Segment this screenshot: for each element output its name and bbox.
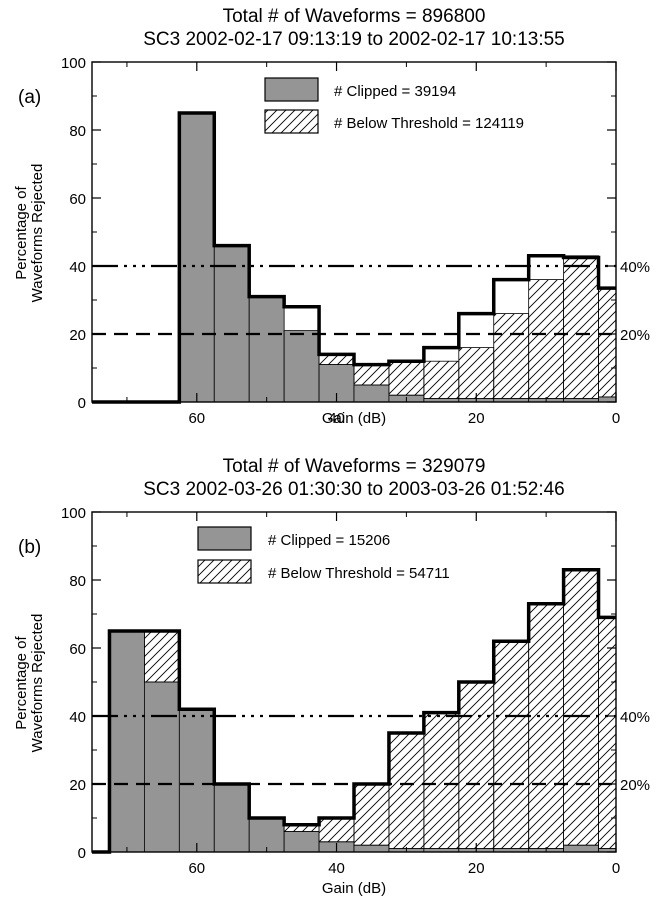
x-tick-label-b-3: 0	[612, 860, 620, 877]
legend-label-threshold-b: # Below Threshold = 54711	[268, 565, 450, 582]
y-tick-label-b-3: 60	[69, 641, 86, 658]
chart-panel-b: Total # of Waveforms = 329079 SC3 2002-0…	[13, 456, 650, 897]
y-tick-label-b-5: 100	[61, 505, 86, 522]
plot-area-b: 40% 20%	[92, 568, 650, 854]
bar-below-threshold-b-8	[388, 732, 425, 849]
axes-b: Percentage of Waveforms Rejected Gain (d…	[13, 505, 620, 897]
bar-below-threshold-a-9	[423, 360, 460, 400]
plot-area-a: 40% 20%	[92, 111, 650, 404]
legend-label-threshold-a: # Below Threshold = 124119	[334, 115, 524, 132]
bar-below-threshold-b-10	[458, 681, 495, 850]
y-tick-label-a-3: 60	[69, 191, 86, 208]
x-tick-label-a-0: 60	[188, 410, 205, 427]
y-tick-label-b-4: 80	[69, 573, 86, 590]
bar-below-threshold-b-7	[353, 783, 390, 846]
bar-below-threshold-a-14	[598, 287, 617, 398]
bar-below-threshold-b-9	[423, 712, 460, 849]
y-tick-label-a-2: 40	[69, 259, 86, 276]
total-step-line-a	[92, 111, 616, 404]
bar-clipped-a-7	[353, 384, 390, 403]
x-axis-label-a: Gain (dB)	[322, 410, 386, 427]
bar-below-threshold-a-8	[388, 360, 425, 396]
y-tick-label-a-5: 100	[61, 55, 86, 72]
x-tick-label-a-1: 40	[328, 410, 345, 427]
y-axis-label-b-line1: Percentage of	[13, 635, 30, 729]
x-axis-label-b: Gain (dB)	[322, 880, 386, 897]
bar-below-threshold-a-13	[563, 255, 599, 400]
bar-clipped-a-3	[213, 245, 250, 403]
bar-clipped-b-4	[248, 817, 285, 853]
bar-clipped-b-0	[109, 630, 145, 853]
bar-below-threshold-a-10	[458, 347, 495, 400]
bar-clipped-a-5	[283, 330, 320, 403]
reference-line-label-20-a: 20%	[620, 327, 650, 344]
panel-label-b: (b)	[18, 537, 41, 558]
y-tick-label-a-0: 0	[78, 395, 86, 412]
axes-a: Percentage of Waveforms Rejected Gain (d…	[13, 55, 620, 427]
bar-clipped-b-13	[563, 844, 599, 853]
legend-swatch-clipped-a	[264, 77, 319, 102]
bar-below-threshold-b-12	[528, 603, 565, 849]
y-tick-label-b-2: 40	[69, 709, 86, 726]
bar-below-threshold-b-1	[143, 630, 180, 683]
x-tick-label-a-2: 20	[468, 410, 485, 427]
x-tick-label-b-1: 40	[328, 860, 345, 877]
y-tick-label-b-0: 0	[78, 845, 86, 862]
total-step-line-b	[92, 568, 616, 854]
bar-below-threshold-b-11	[493, 640, 530, 850]
y-tick-label-a-1: 20	[69, 327, 86, 344]
chart-subtitle-a: SC3 2002-02-17 09:13:19 to 2002-02-17 10…	[143, 29, 565, 50]
y-tick-label-a-4: 80	[69, 123, 86, 140]
reference-line-label-40-b: 40%	[620, 709, 650, 726]
legend-label-clipped-b: # Clipped = 15206	[268, 532, 390, 549]
bar-below-threshold-b-13	[563, 569, 599, 846]
legend-swatch-threshold-a	[264, 109, 319, 134]
bar-below-threshold-b-6	[318, 817, 355, 843]
bar-below-threshold-a-12	[528, 279, 565, 400]
legend-b: # Clipped = 15206 # Below Threshold = 54…	[197, 526, 450, 584]
y-axis-label-a-line2: Waveforms Rejected	[29, 164, 46, 303]
bar-clipped-b-2	[178, 708, 215, 853]
bar-below-threshold-a-7	[353, 364, 390, 386]
chart-title-a: Total # of Waveforms = 896800	[223, 6, 486, 27]
legend-swatch-threshold-b	[197, 559, 252, 584]
x-tick-label-b-2: 20	[468, 860, 485, 877]
bar-below-threshold-a-11	[493, 313, 530, 400]
bar-clipped-b-3	[213, 783, 250, 853]
chart-panel-a: Total # of Waveforms = 896800 SC3 2002-0…	[13, 6, 650, 427]
x-tick-label-a-3: 0	[612, 410, 620, 427]
bar-clipped-b-5	[283, 831, 320, 853]
legend-swatch-clipped-b	[197, 526, 252, 551]
bar-clipped-a-14	[598, 396, 617, 403]
legend-label-clipped-a: # Clipped = 39194	[334, 83, 456, 100]
y-tick-label-b-1: 20	[69, 777, 86, 794]
y-axis-label-b-line2: Waveforms Rejected	[29, 614, 46, 753]
x-tick-label-b-0: 60	[188, 860, 205, 877]
bar-below-threshold-b-14	[598, 617, 617, 850]
chart-subtitle-b: SC3 2002-03-26 01:30:30 to 2003-03-26 01…	[143, 479, 565, 500]
chart-title-b: Total # of Waveforms = 329079	[223, 456, 486, 477]
bar-clipped-b-7	[353, 844, 390, 853]
reference-line-label-20-b: 20%	[620, 777, 650, 794]
y-axis-label-a-line1: Percentage of	[13, 185, 30, 279]
panel-label-a: (a)	[18, 87, 41, 108]
bar-clipped-a-4	[248, 296, 285, 403]
legend-a: # Clipped = 39194 # Below Threshold = 12…	[264, 77, 524, 134]
reference-line-label-40-a: 40%	[620, 259, 650, 276]
bar-clipped-b-1	[143, 681, 180, 853]
bar-clipped-a-2	[178, 112, 215, 403]
